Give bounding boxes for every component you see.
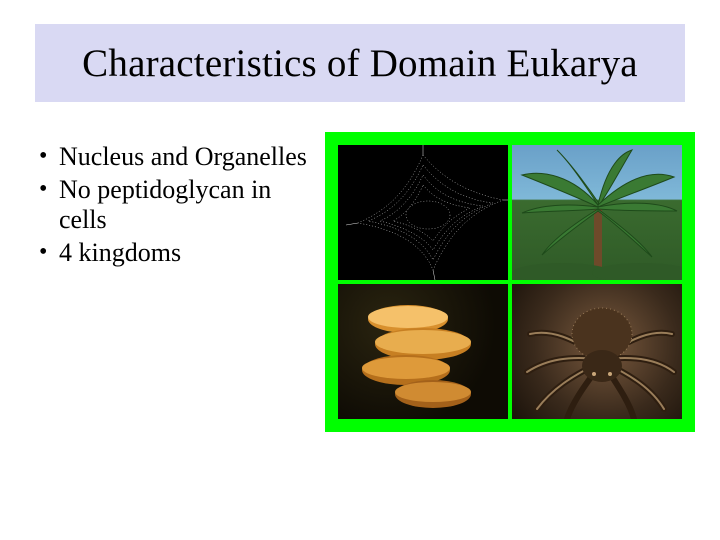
list-item: No peptidoglycan in cells [35, 175, 315, 236]
palm-icon [512, 145, 682, 280]
cell-animal [512, 284, 682, 419]
list-item: 4 kingdoms [35, 238, 315, 269]
radiolarian-icon [338, 145, 508, 280]
fungi-icon [338, 284, 508, 419]
cell-protist [338, 145, 508, 280]
title-band: Characteristics of Domain Eukarya [35, 24, 685, 102]
cell-fungi [338, 284, 508, 419]
slide: Characteristics of Domain Eukarya Nucleu… [0, 0, 720, 540]
bullet-list: Nucleus and Organelles No peptidoglycan … [35, 142, 315, 269]
kingdoms-image-frame [325, 132, 695, 432]
list-item: Nucleus and Organelles [35, 142, 315, 173]
tarantula-icon [512, 284, 682, 419]
bullet-area: Nucleus and Organelles No peptidoglycan … [35, 142, 315, 271]
kingdoms-grid [338, 145, 682, 419]
cell-plant [512, 145, 682, 280]
slide-title: Characteristics of Domain Eukarya [82, 41, 638, 86]
